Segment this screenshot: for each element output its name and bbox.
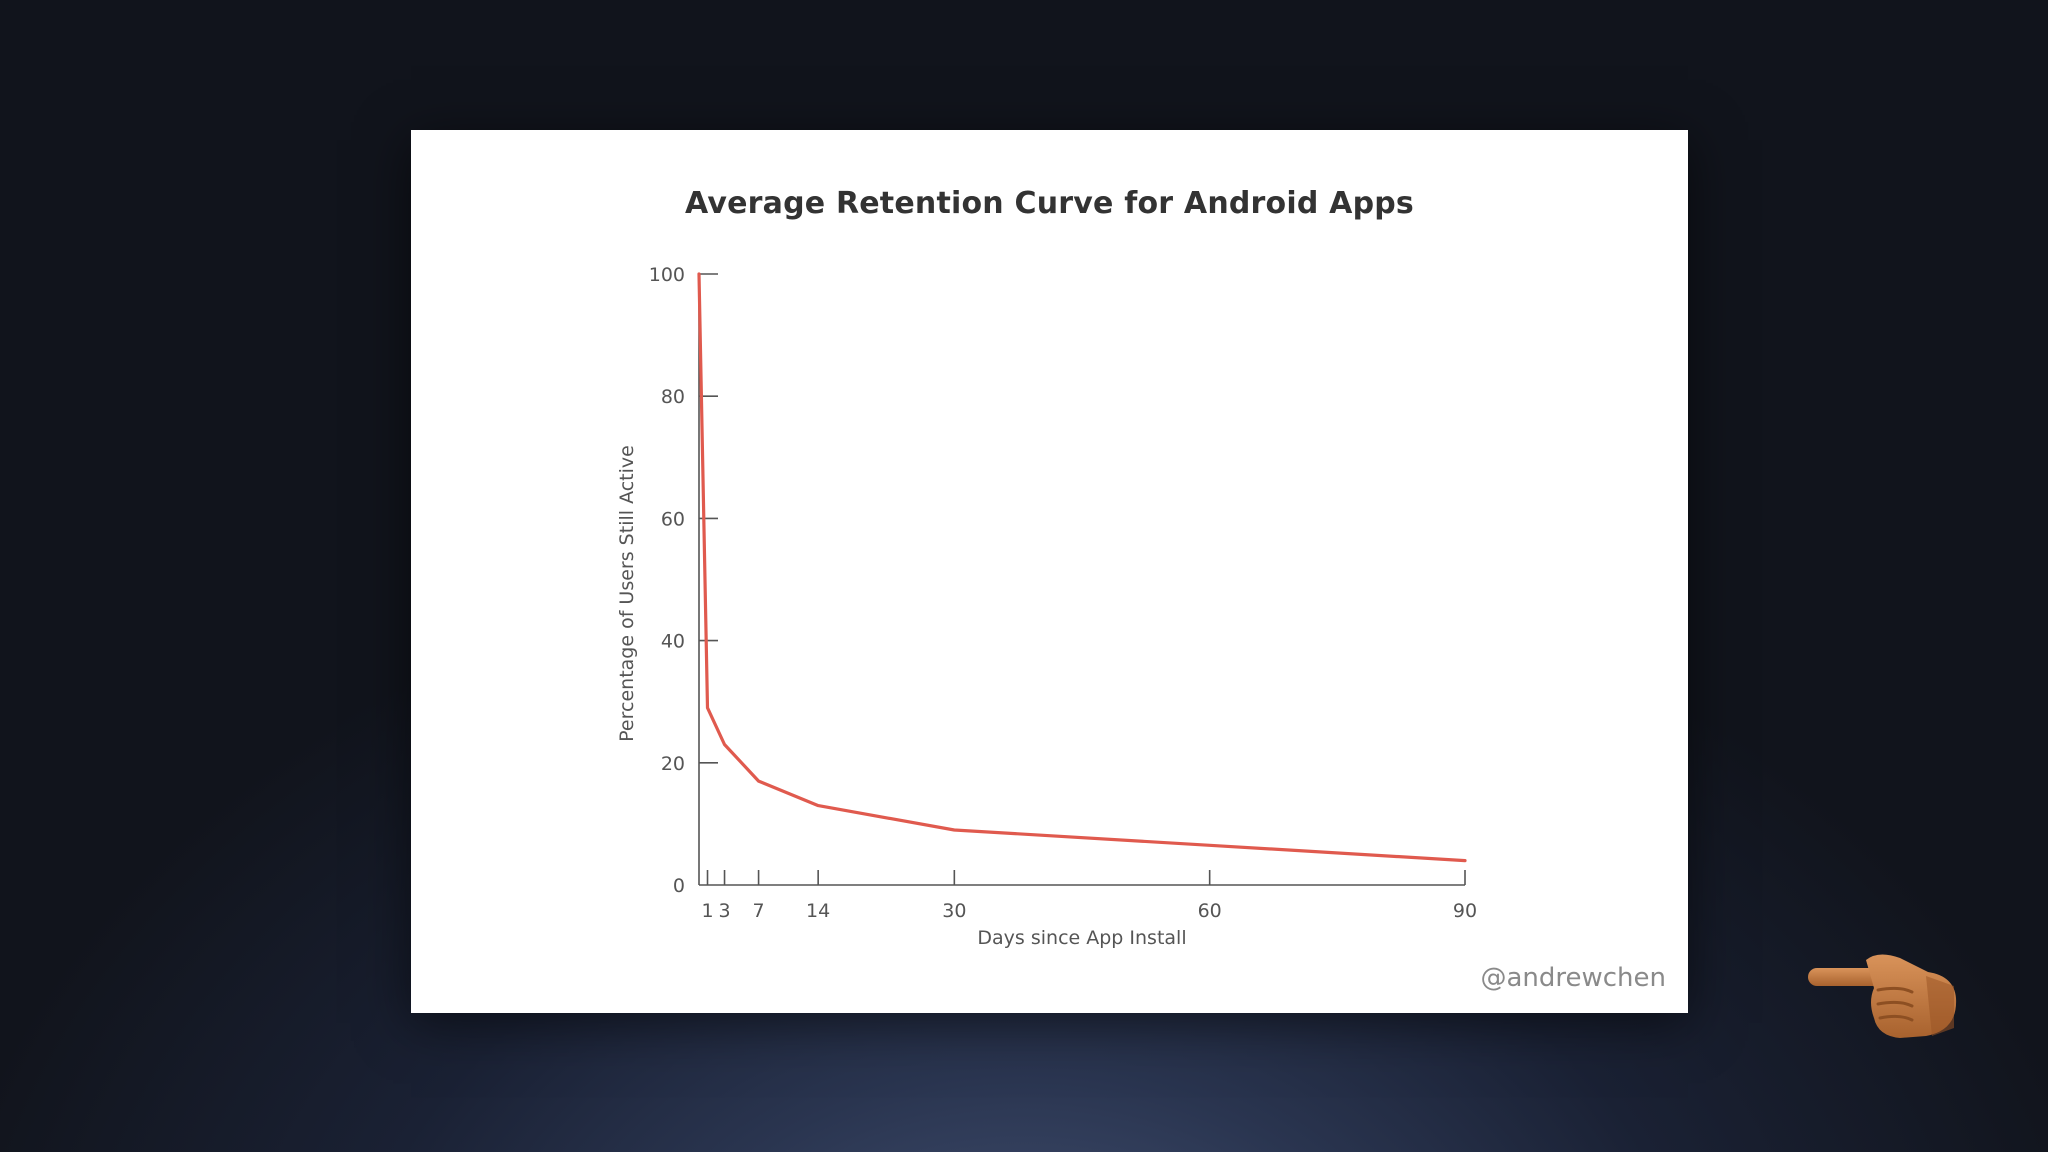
pointing-hand-icon: [1808, 954, 1957, 1038]
x-tick-label-14: 14: [806, 900, 830, 922]
y-tick-label-0: 0: [673, 875, 685, 897]
retention-chart: 0 20 40 60 80 100 1 3 7 14 30 60 90 Days since App In…: [616, 264, 1477, 949]
y-tick-label-20: 20: [661, 753, 685, 775]
y-tick-label-80: 80: [661, 386, 685, 408]
y-axis-label: Percentage of Users Still Active: [616, 445, 638, 742]
chart-title: Average Retention Curve for Android Apps: [685, 186, 1414, 221]
x-tick-label-90: 90: [1453, 900, 1477, 922]
series-line-0: [697, 272, 1467, 863]
x-axis-label: Days since App Install: [977, 927, 1186, 949]
author-watermark: @andrewchen: [1480, 963, 1666, 993]
y-tick-label-40: 40: [661, 631, 685, 653]
x-tick-label-3: 3: [718, 900, 730, 922]
y-tick-label-100: 100: [649, 264, 685, 286]
slide: Average Retention Curve for Android Apps…: [411, 130, 1688, 1013]
x-tick-label-30: 30: [942, 900, 966, 922]
x-tick-label-1: 1: [701, 900, 713, 922]
x-tick-label-60: 60: [1198, 900, 1222, 922]
y-tick-label-60: 60: [661, 508, 685, 530]
x-tick-label-7: 7: [753, 900, 765, 922]
